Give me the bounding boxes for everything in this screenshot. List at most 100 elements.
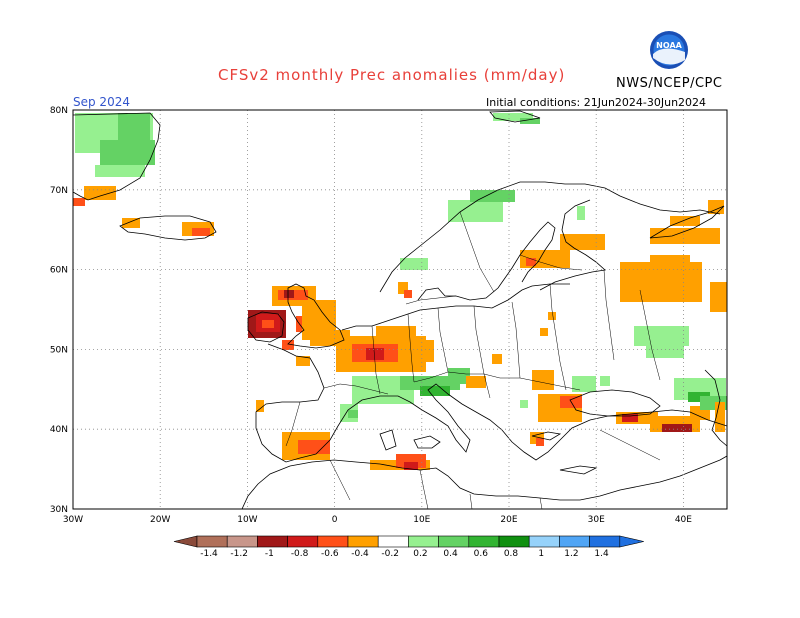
colorbar-swatch: [408, 535, 439, 548]
anomaly-cell: [646, 344, 684, 358]
graticule: [73, 110, 727, 509]
colorbar-swatch: [287, 535, 319, 548]
colorbar-swatch: [377, 535, 409, 548]
lon-label: 30E: [588, 515, 605, 525]
anomaly-cell: [256, 400, 264, 412]
initial-conditions: Initial conditions: 21Jun2024-30Jun2024: [486, 96, 707, 109]
lat-label: 40N: [50, 425, 68, 435]
anomaly-cell: [492, 354, 502, 364]
anomaly-cell: [404, 290, 412, 298]
colorbar-label: -0.8: [291, 549, 309, 559]
colorbar-swatch: [347, 535, 379, 548]
anomaly-cell: [298, 440, 330, 454]
anomaly-cell: [540, 328, 548, 336]
lon-label: 0: [332, 515, 338, 525]
anomaly-cell: [118, 113, 150, 143]
anomaly-cell: [650, 255, 690, 265]
colorbar-label: -1.2: [230, 549, 248, 559]
noaa-logo: NOAA: [650, 31, 688, 69]
colorbar-swatch: [257, 535, 288, 548]
lat-label: 80N: [50, 106, 68, 116]
organization-label: NWS/NCEP/CPC: [616, 76, 723, 91]
noaa-logo-text: NOAA: [656, 41, 682, 50]
anomaly-cell: [376, 326, 416, 340]
anomaly-cell: [560, 234, 605, 250]
anomaly-cell: [577, 206, 585, 220]
anomaly-cell: [620, 262, 702, 302]
lon-label: 40E: [675, 515, 692, 525]
anomaly-cell: [520, 400, 528, 408]
anomaly-cell: [670, 216, 700, 226]
anomaly-cell: [398, 282, 408, 294]
anomaly-cell: [262, 320, 274, 328]
anomaly-cell: [396, 454, 426, 468]
anomaly-cell: [674, 378, 726, 400]
colorbar-label: -1.4: [200, 549, 218, 559]
colorbar: -1.4 -1.2 -1 -0.8 -0.6 -0.4 -0.2 0.2 0.4 0.6 0.8 1 1…: [173, 535, 644, 559]
lon-label: 20W: [150, 515, 170, 525]
anomaly-cell: [622, 414, 638, 422]
lat-label: 50N: [50, 345, 68, 355]
colorbar-swatch: [589, 535, 621, 548]
lat-label: 60N: [50, 266, 68, 276]
colorbar-label: 0.8: [504, 549, 519, 559]
colorbar-label: -0.6: [321, 549, 339, 559]
anomaly-cell: [572, 376, 596, 392]
colorbar-arrow-left: [173, 535, 198, 548]
anomaly-cell: [420, 386, 450, 396]
anomaly-cell: [688, 392, 710, 402]
anomaly-cell: [122, 218, 140, 228]
colorbar-swatch: [317, 535, 349, 548]
colorbar-label: -0.4: [351, 549, 369, 559]
anomaly-cell: [404, 462, 418, 470]
colorbar-label: 1.4: [594, 549, 609, 559]
anomaly-cell: [715, 402, 725, 432]
anomaly-cell: [296, 356, 310, 366]
colorbar-swatch: [196, 535, 228, 548]
colorbar-label: -0.2: [381, 549, 399, 559]
anomaly-cell: [73, 198, 85, 206]
anomaly-cell: [284, 290, 294, 298]
anomaly-cell: [192, 228, 210, 236]
anomaly-cell: [526, 258, 536, 266]
colorbar-label: -1: [265, 549, 274, 559]
lon-label: 10W: [237, 515, 257, 525]
anomaly-cell: [710, 282, 727, 312]
anomaly-cell: [366, 348, 384, 360]
anomaly-cell: [470, 190, 515, 202]
anomaly-cell: [520, 118, 540, 124]
colorbar-swatch: [226, 535, 258, 548]
anomaly-cell: [400, 258, 428, 270]
colorbar-label: 0.6: [474, 549, 489, 559]
lat-label: 70N: [50, 186, 68, 196]
colorbar-swatch: [468, 535, 500, 548]
anomaly-cell: [282, 340, 294, 350]
colorbar-arrow-right: [619, 535, 644, 548]
anomaly-cell: [650, 228, 720, 244]
colorbar-swatch: [528, 535, 560, 548]
anomaly-cells: [73, 113, 727, 470]
anomaly-cell: [448, 200, 503, 222]
anomaly-cell: [95, 165, 145, 177]
colorbar-label: 1: [538, 549, 544, 559]
anomaly-cell: [662, 424, 692, 432]
anomaly-cell: [600, 376, 610, 386]
anomaly-cell: [493, 113, 533, 121]
anomaly-cell: [634, 326, 689, 346]
forecast-month: Sep 2024: [73, 95, 130, 109]
lon-label: 10E: [413, 515, 430, 525]
lon-label: 20E: [500, 515, 517, 525]
anomaly-cell: [536, 438, 544, 446]
colorbar-swatch: [559, 535, 590, 548]
anomaly-cell: [532, 370, 554, 390]
longitude-labels: 30W 20W 10W 0 10E 20E 30E 40E: [63, 515, 692, 525]
lat-label: 30N: [50, 505, 68, 515]
anomaly-cell: [348, 410, 358, 418]
latitude-labels: 80N 70N 60N 50N 40N 30N: [50, 106, 68, 515]
country-borders: [285, 211, 661, 510]
map-area: [72, 109, 728, 510]
anomaly-cell: [448, 368, 470, 384]
colorbar-swatch: [498, 535, 530, 548]
anomaly-cell: [548, 312, 556, 320]
